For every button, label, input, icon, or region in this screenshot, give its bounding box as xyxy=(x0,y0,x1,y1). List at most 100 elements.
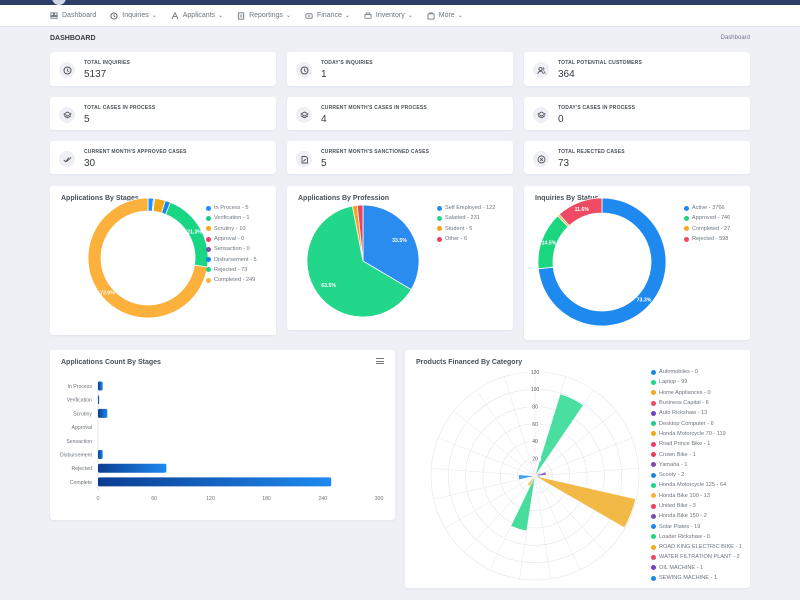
slice-salaried[interactable] xyxy=(306,205,412,318)
legend-item[interactable]: Active - 3766 xyxy=(684,203,730,213)
breadcrumb[interactable]: Dashboard xyxy=(720,35,750,41)
legend-separator: - xyxy=(241,215,247,222)
bar-verification[interactable] xyxy=(98,395,100,405)
polar-sector-honda-motorcycle-125[interactable] xyxy=(510,475,536,532)
legend-item[interactable]: Completed - 249 xyxy=(206,275,257,285)
legend-marker xyxy=(651,390,656,396)
nav-item-more[interactable]: More ⌄ xyxy=(427,11,463,20)
legend-item[interactable]: Verification - 1 xyxy=(206,213,257,223)
legend-separator: - xyxy=(698,492,704,499)
legend-item[interactable]: Yamaha - 1 xyxy=(651,460,742,470)
legend-item[interactable]: Business Capital - 6 xyxy=(651,398,742,408)
legend-marker xyxy=(651,524,656,530)
legend-item[interactable]: Completed - 27 xyxy=(684,224,730,234)
legend-item[interactable]: Home Appliances - 0 xyxy=(651,388,742,398)
legend-label: Yamaha xyxy=(659,461,680,468)
polar-sector-auto-rickshaw[interactable] xyxy=(534,471,547,477)
nav-item-reportings[interactable]: Reportings ⌄ xyxy=(237,11,291,20)
nav-item-finance[interactable]: Finance ⌄ xyxy=(305,12,350,20)
stat-card: CURRENT MONTH'S CASES IN PROCESS 4 xyxy=(287,97,513,130)
legend-item[interactable]: Loader Rickshaw - 0 xyxy=(651,532,742,542)
legend-value: 0 xyxy=(707,389,711,396)
slice-completed[interactable] xyxy=(87,197,208,319)
legend-separator: - xyxy=(702,441,708,448)
category-label: Complete xyxy=(70,480,92,486)
legend-item[interactable]: Scooty - 2 xyxy=(651,470,742,480)
data-label: 73.3% xyxy=(637,298,652,304)
angular-grid-line xyxy=(431,467,536,477)
legend-label: In Process xyxy=(214,205,241,212)
angular-grid-line xyxy=(534,467,639,477)
nav-item-inquiries[interactable]: Inquiries ⌄ xyxy=(110,11,157,20)
legend-label: Completed xyxy=(692,225,720,232)
legend-label: Rejected xyxy=(692,236,715,243)
legend-separator: - xyxy=(707,205,713,212)
legend-marker xyxy=(651,544,656,550)
slice-active[interactable] xyxy=(537,197,667,327)
legend-item[interactable]: Crown Bike - 1 xyxy=(651,449,742,459)
legend-item[interactable]: OIL MACHINE - 1 xyxy=(651,563,742,573)
nav-item-dashboard[interactable]: Dashboard xyxy=(50,11,96,20)
bar-complete[interactable] xyxy=(98,477,332,487)
legend-item[interactable]: SEWING MACHINE - 1 xyxy=(651,573,742,583)
nav-label: Reportings xyxy=(249,12,283,19)
data-label: 14.5% xyxy=(542,240,557,246)
legend-item[interactable]: Honda Motorcycle 70 - 119 xyxy=(651,429,742,439)
legend-item[interactable]: Auto Rickshaw - 13 xyxy=(651,408,742,418)
dashboard-icon xyxy=(50,11,58,19)
legend-item[interactable]: Disbursement - 5 xyxy=(206,254,257,264)
polar-sector-honda-motorcycle-70[interactable] xyxy=(534,475,636,528)
legend-item[interactable]: Self Employed - 122 xyxy=(437,203,495,213)
legend-label: Self Employed xyxy=(445,205,482,212)
polar-sector-honda-bike-100[interactable] xyxy=(526,475,536,487)
bar-scrutiny[interactable] xyxy=(98,408,108,418)
inventory-icon xyxy=(364,11,372,19)
legend-item[interactable]: Honda Bike 100 - 13 xyxy=(651,491,742,501)
slice-rejected[interactable] xyxy=(558,197,603,227)
legend-label: OIL MACHINE xyxy=(659,564,696,571)
bar-in-process[interactable] xyxy=(98,381,103,391)
legend-separator: - xyxy=(241,246,247,253)
legend-marker xyxy=(684,226,689,232)
chart-menu-button[interactable] xyxy=(376,358,384,364)
legend-item[interactable]: Laptop - 99 xyxy=(651,377,742,387)
nav-item-inventory[interactable]: Inventory ⌄ xyxy=(364,11,413,20)
legend-item[interactable]: WATER FILTRATION PLANT - 2 xyxy=(651,552,742,562)
legend-item[interactable]: Road Prince Bike - 1 xyxy=(651,439,742,449)
legend-item[interactable]: Rejected - 73 xyxy=(206,265,257,275)
legend-item[interactable]: Student - 5 xyxy=(437,224,495,234)
bar-rejected[interactable] xyxy=(98,463,167,473)
bar-disbursement[interactable] xyxy=(98,450,103,459)
legend-item[interactable]: ROAD KING ELECTRIC BIKE - 1 xyxy=(651,542,742,552)
legend-item[interactable]: Honda Bike 150 - 2 xyxy=(651,511,742,521)
slice-self-employed[interactable] xyxy=(362,204,420,291)
products-financed-polar-chart: 20 40 60 80 100 120 xyxy=(430,368,640,581)
legend-item[interactable]: Approval - 0 xyxy=(206,234,257,244)
legend-item[interactable]: Solar Plates - 19 xyxy=(651,521,742,531)
legend-label: Scooty xyxy=(659,472,677,479)
data-label: 63.5% xyxy=(321,283,336,289)
legend-item[interactable]: Other - 6 xyxy=(437,234,495,244)
legend-item[interactable]: Automobiles - 0 xyxy=(651,367,742,377)
polar-sector-solar-plates[interactable] xyxy=(518,474,536,480)
nav-item-applicants[interactable]: Applicants ⌄ xyxy=(171,11,223,20)
legend-separator: - xyxy=(700,400,706,407)
legend-item[interactable]: Honda Motorcycle 125 - 64 xyxy=(651,480,742,490)
legend-item[interactable]: Scrutiny - 10 xyxy=(206,224,257,234)
legend-separator: - xyxy=(719,225,725,232)
legend-item[interactable]: Rejected - 598 xyxy=(684,234,730,244)
legend-item[interactable]: United Bike - 3 xyxy=(651,501,742,511)
stat-value: 364 xyxy=(558,69,575,80)
polar-sector-laptop[interactable] xyxy=(534,393,584,477)
tick-label-bg xyxy=(529,368,541,375)
legend-item[interactable]: Desktop Computer - 6 xyxy=(651,418,742,428)
legend-item[interactable]: In Process - 5 xyxy=(206,203,257,213)
stat-label: CURRENT MONTH'S CASES IN PROCESS xyxy=(321,105,427,111)
chevron-down-icon: ⌄ xyxy=(285,13,291,19)
legend-item[interactable]: Sensaction - 0 xyxy=(206,244,257,254)
inquiries-by-status-chart: 73.3% 14.5% 11.6% xyxy=(537,197,667,327)
legend-item[interactable]: Approved - 746 xyxy=(684,213,730,223)
legend-item[interactable]: Salaried - 231 xyxy=(437,213,495,223)
slice-other[interactable] xyxy=(356,204,364,262)
clock-icon xyxy=(296,62,312,78)
